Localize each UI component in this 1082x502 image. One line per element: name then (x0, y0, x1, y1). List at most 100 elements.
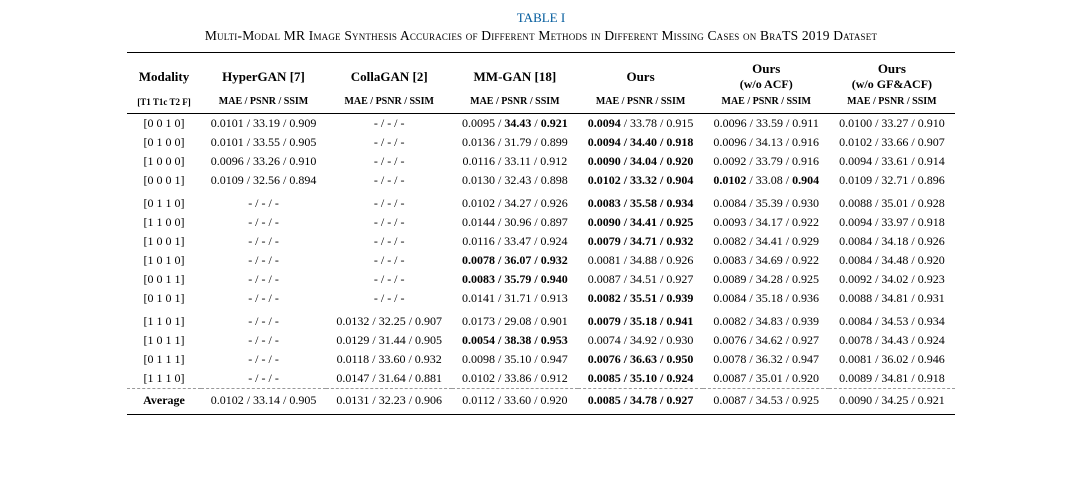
value-cell: 0.0118 / 33.60 / 0.932 (326, 350, 452, 369)
value-cell: - / - / - (326, 152, 452, 171)
value-cell: 0.0102 / 33.86 / 0.912 (452, 369, 578, 389)
modality-cell: [0 0 1 1] (127, 270, 200, 289)
value-cell: 0.0090 / 34.41 / 0.925 (578, 213, 704, 232)
metric-sub: MAE / PSNR / SSIM (452, 94, 578, 114)
value-cell: 0.0116 / 33.11 / 0.912 (452, 152, 578, 171)
value-cell: 0.0132 / 32.25 / 0.907 (326, 308, 452, 331)
method-subtitle: (w/o ACF) (713, 77, 819, 92)
metric-sub: MAE / PSNR / SSIM (829, 94, 955, 114)
value-cell: 0.0082 / 35.51 / 0.939 (578, 289, 704, 308)
method-header: CollaGAN [2] (326, 53, 452, 95)
modality-cell: [0 1 0 1] (127, 289, 200, 308)
method-name: CollaGAN [2] (336, 69, 442, 85)
modality-cell: [1 1 0 1] (127, 308, 200, 331)
value-cell: 0.0173 / 29.08 / 0.901 (452, 308, 578, 331)
method-header: Ours (578, 53, 704, 95)
value-cell: 0.0094 / 33.97 / 0.918 (829, 213, 955, 232)
table-row: [0 1 1 1]- / - / -0.0118 / 33.60 / 0.932… (127, 350, 954, 369)
value-cell: 0.0102 / 34.27 / 0.926 (452, 190, 578, 213)
results-table: Modality HyperGAN [7] CollaGAN [2] MM-GAN [… (127, 52, 954, 415)
value-cell: 0.0136 / 31.79 / 0.899 (452, 133, 578, 152)
value-cell: - / - / - (326, 133, 452, 152)
modality-cell: [1 1 0 0] (127, 213, 200, 232)
value-cell: 0.0089 / 34.81 / 0.918 (829, 369, 955, 389)
average-cell: 0.0112 / 33.60 / 0.920 (452, 389, 578, 415)
method-name: Ours (839, 61, 945, 77)
value-cell: - / - / - (326, 289, 452, 308)
value-cell: 0.0130 / 32.43 / 0.898 (452, 171, 578, 190)
table-row: [1 0 1 1]- / - / -0.0129 / 31.44 / 0.905… (127, 331, 954, 350)
method-header: Ours(w/o GF&ACF) (829, 53, 955, 95)
value-cell: 0.0141 / 31.71 / 0.913 (452, 289, 578, 308)
table-caption: TABLE I (20, 10, 1062, 26)
value-cell: 0.0081 / 36.02 / 0.946 (829, 350, 955, 369)
table-row: [1 1 0 0]- / - / -- / - / -0.0144 / 30.9… (127, 213, 954, 232)
method-header: HyperGAN [7] (201, 53, 327, 95)
value-cell: - / - / - (326, 270, 452, 289)
value-cell: 0.0093 / 34.17 / 0.922 (703, 213, 829, 232)
average-cell: 0.0102 / 33.14 / 0.905 (201, 389, 327, 415)
value-cell: - / - / - (201, 190, 327, 213)
value-cell: 0.0089 / 34.28 / 0.925 (703, 270, 829, 289)
metric-sub: MAE / PSNR / SSIM (326, 94, 452, 114)
value-cell: 0.0116 / 33.47 / 0.924 (452, 232, 578, 251)
value-cell: 0.0084 / 34.48 / 0.920 (829, 251, 955, 270)
value-cell: - / - / - (326, 213, 452, 232)
value-cell: 0.0096 / 33.59 / 0.911 (703, 114, 829, 134)
value-cell: 0.0096 / 33.26 / 0.910 (201, 152, 327, 171)
value-cell: - / - / - (201, 251, 327, 270)
value-cell: 0.0094 / 33.61 / 0.914 (829, 152, 955, 171)
average-cell: 0.0087 / 34.53 / 0.925 (703, 389, 829, 415)
value-cell: - / - / - (326, 232, 452, 251)
value-cell: 0.0083 / 34.69 / 0.922 (703, 251, 829, 270)
value-cell: 0.0101 / 33.55 / 0.905 (201, 133, 327, 152)
value-cell: 0.0094 / 34.40 / 0.918 (578, 133, 704, 152)
value-cell: - / - / - (326, 251, 452, 270)
value-cell: 0.0084 / 35.18 / 0.936 (703, 289, 829, 308)
value-cell: - / - / - (326, 114, 452, 134)
method-name: Ours (713, 61, 819, 77)
value-cell: 0.0087 / 34.51 / 0.927 (578, 270, 704, 289)
modality-cell: [0 1 1 1] (127, 350, 200, 369)
table-row: [0 1 0 1]- / - / -- / - / -0.0141 / 31.7… (127, 289, 954, 308)
average-cell: 0.0085 / 34.78 / 0.927 (578, 389, 704, 415)
method-header: MM-GAN [18] (452, 53, 578, 95)
value-cell: 0.0083 / 35.58 / 0.934 (578, 190, 704, 213)
table-row: [1 1 1 0]- / - / -0.0147 / 31.64 / 0.881… (127, 369, 954, 389)
table-row: [0 0 1 1]- / - / -- / - / -0.0083 / 35.7… (127, 270, 954, 289)
modality-header: Modality (127, 53, 200, 95)
table-row: [1 0 1 0]- / - / -- / - / -0.0078 / 36.0… (127, 251, 954, 270)
value-cell: 0.0079 / 34.71 / 0.932 (578, 232, 704, 251)
table-row: [1 0 0 1]- / - / -- / - / -0.0116 / 33.4… (127, 232, 954, 251)
modality-cell: [1 0 0 1] (127, 232, 200, 251)
modality-cell: [0 1 0 0] (127, 133, 200, 152)
metric-sub: MAE / PSNR / SSIM (578, 94, 704, 114)
method-name: Ours (588, 69, 694, 85)
modality-cell: [0 0 0 1] (127, 171, 200, 190)
method-name: HyperGAN [7] (211, 69, 317, 85)
average-label: Average (127, 389, 200, 415)
value-cell: 0.0078 / 36.07 / 0.932 (452, 251, 578, 270)
value-cell: 0.0095 / 34.43 / 0.921 (452, 114, 578, 134)
value-cell: - / - / - (201, 369, 327, 389)
value-cell: - / - / - (201, 270, 327, 289)
method-subtitle: (w/o GF&ACF) (839, 77, 945, 92)
value-cell: 0.0092 / 34.02 / 0.923 (829, 270, 955, 289)
value-cell: 0.0082 / 34.83 / 0.939 (703, 308, 829, 331)
value-cell: 0.0102 / 33.08 / 0.904 (703, 171, 829, 190)
value-cell: 0.0102 / 33.32 / 0.904 (578, 171, 704, 190)
modality-cell: [0 1 1 0] (127, 190, 200, 213)
header-row-2: [T1 T1c T2 F]MAE / PSNR / SSIMMAE / PSNR… (127, 94, 954, 114)
value-cell: - / - / - (201, 331, 327, 350)
modality-cell: [1 0 1 0] (127, 251, 200, 270)
value-cell: 0.0076 / 36.63 / 0.950 (578, 350, 704, 369)
metric-sub: MAE / PSNR / SSIM (703, 94, 829, 114)
value-cell: 0.0081 / 34.88 / 0.926 (578, 251, 704, 270)
value-cell: 0.0102 / 33.66 / 0.907 (829, 133, 955, 152)
table-row: [1 0 0 0]0.0096 / 33.26 / 0.910- / - / -… (127, 152, 954, 171)
modality-cell: [0 0 1 0] (127, 114, 200, 134)
table-row: [0 0 0 1]0.0109 / 32.56 / 0.894- / - / -… (127, 171, 954, 190)
value-cell: 0.0084 / 35.39 / 0.930 (703, 190, 829, 213)
header-row-1: Modality HyperGAN [7] CollaGAN [2] MM-GAN [… (127, 53, 954, 95)
value-cell: 0.0078 / 36.32 / 0.947 (703, 350, 829, 369)
